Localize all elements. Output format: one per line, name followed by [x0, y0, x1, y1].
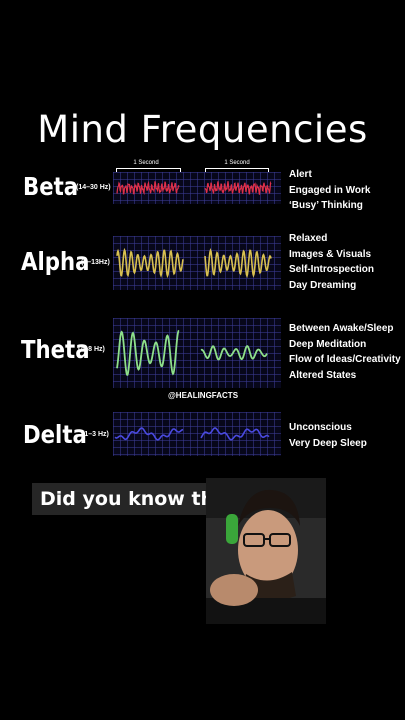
second-bracket: [205, 168, 269, 173]
wave-name-theta: Theta: [21, 335, 90, 364]
wave-graph-theta: [113, 318, 281, 388]
desc-line: Relaxed: [289, 233, 328, 244]
presenter-silhouette: [206, 478, 326, 624]
wave-graph-alpha: [113, 236, 281, 290]
desc-line: Between Awake/Sleep: [289, 323, 394, 334]
wave-hz-theta: (4–8 Hz): [78, 346, 105, 353]
wave-graph-beta: [113, 172, 281, 204]
desc-line: Images & Visuals: [289, 248, 372, 260]
wave-name-beta: Beta: [23, 172, 79, 201]
wave-desc-theta: Between Awake/Sleep Deep Meditation Flow…: [289, 321, 401, 383]
desc-line: Altered States: [289, 369, 357, 381]
page-title: Mind Frequencies: [37, 108, 368, 151]
desc-line: Day Dreaming: [289, 279, 357, 291]
desc-line: Flow of Ideas/Creativity: [289, 354, 401, 365]
second-label: 1 Second: [133, 160, 159, 166]
question-caption: Did you know this ?: [32, 483, 250, 515]
wave-desc-delta: Unconscious Very Deep Sleep: [289, 420, 367, 451]
wave-graph-delta: [113, 412, 281, 456]
wave-name-delta: Delta: [23, 420, 87, 449]
desc-line: Deep Meditation: [289, 338, 367, 350]
desc-line: Engaged in Work: [289, 184, 371, 196]
wave-desc-alpha: Relaxed Images & Visuals Self-Introspect…: [289, 231, 374, 293]
desc-line: Very Deep Sleep: [289, 437, 367, 449]
beta-waveform: [116, 180, 272, 196]
wave-desc-beta: Alert Engaged in Work ‘Busy’ Thinking: [289, 167, 371, 214]
alpha-waveform: [116, 247, 272, 279]
desc-line: Alert: [289, 169, 312, 180]
desc-line: ‘Busy’ Thinking: [289, 200, 363, 211]
wave-hz-delta: (1–3 Hz): [82, 431, 109, 438]
desc-line: Unconscious: [289, 422, 352, 433]
desc-line: Self-Introspection: [289, 264, 375, 275]
second-bracket: [116, 168, 181, 173]
watermark: @HEALINGFACTS: [168, 391, 239, 400]
theta-waveform: [116, 329, 268, 376]
delta-waveform: [114, 427, 270, 441]
wave-name-alpha: Alpha: [21, 247, 90, 276]
second-label: 1 Second: [224, 160, 250, 166]
wave-hz-beta: (14–30 Hz): [76, 184, 111, 191]
presenter-video: [206, 478, 326, 624]
wave-hz-alpha: (9–13Hz): [81, 259, 110, 266]
